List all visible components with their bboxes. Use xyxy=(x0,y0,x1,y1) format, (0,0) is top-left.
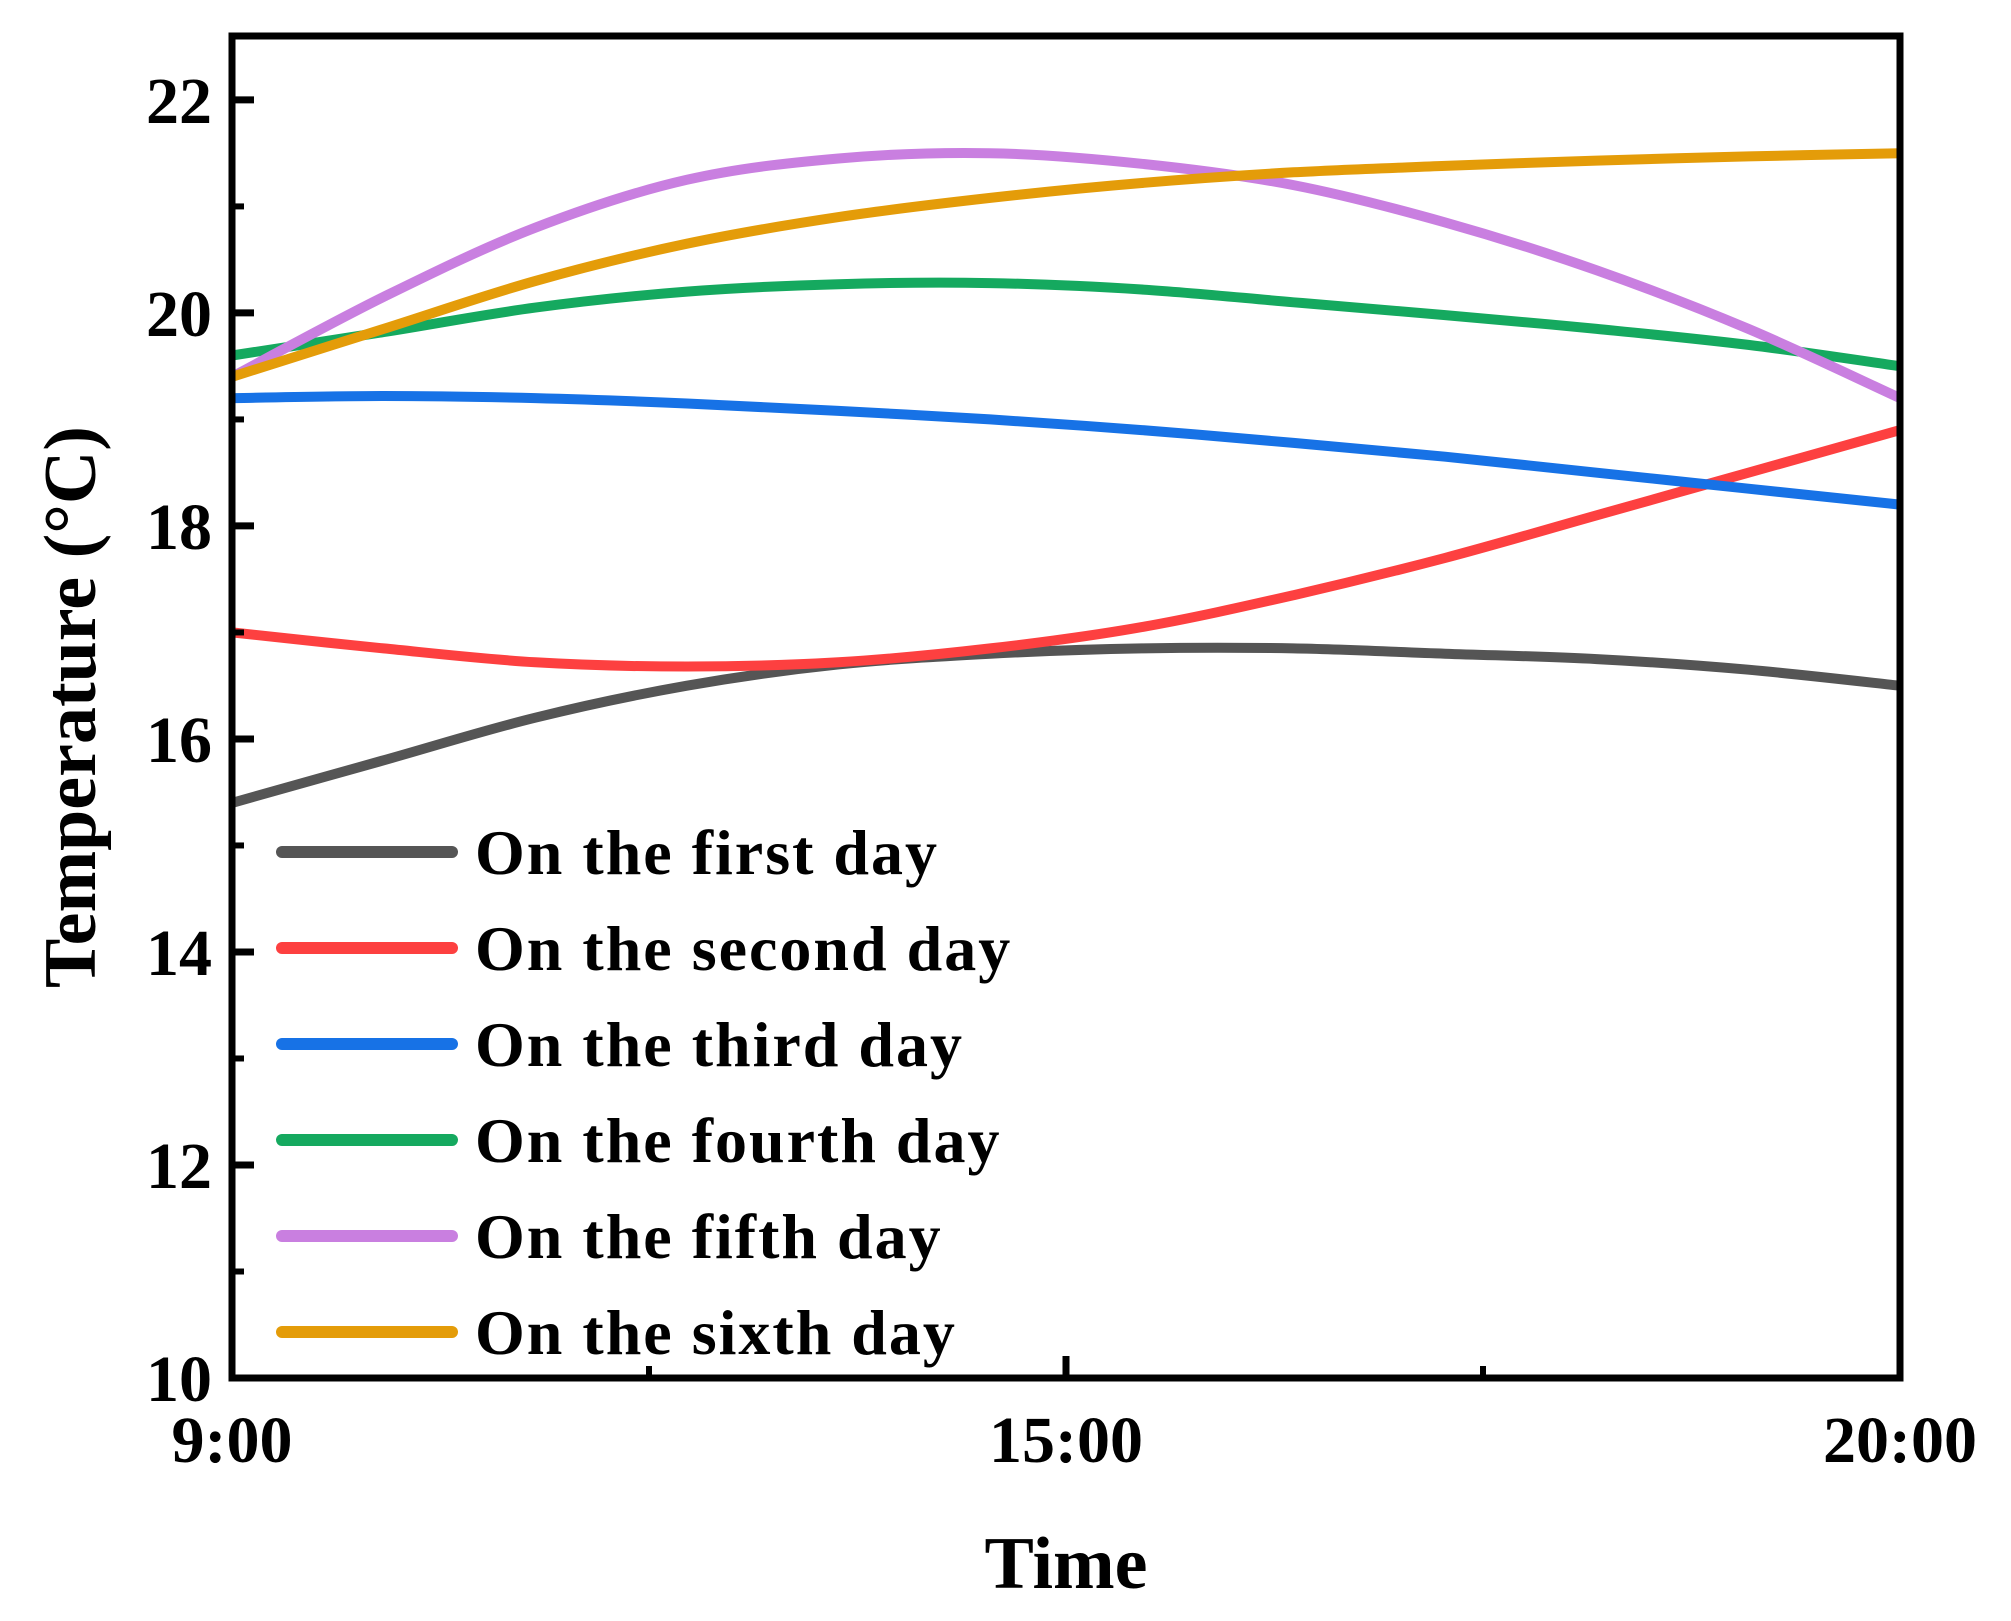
y-tick-label: 12 xyxy=(146,1130,212,1203)
y-tick-label: 20 xyxy=(146,278,212,351)
y-tick-label: 22 xyxy=(146,65,212,138)
legend-label-1: On the first day xyxy=(475,817,939,888)
series-line-4 xyxy=(231,277,1901,372)
legend-label-5: On the fifth day xyxy=(475,1201,943,1272)
x-axis-title: Time xyxy=(984,1523,1147,1605)
series-line-3 xyxy=(231,391,1901,510)
series-line-5 xyxy=(229,147,1903,403)
series-line-1 xyxy=(230,642,1901,808)
legend-label-3: On the third day xyxy=(475,1009,964,1080)
series-layer xyxy=(229,147,1903,808)
plot-frame xyxy=(228,32,1904,1382)
series-line-6 xyxy=(230,148,1901,382)
legend-label-4: On the fourth day xyxy=(475,1105,1002,1176)
y-axis-title: Temperature (°C) xyxy=(30,426,112,988)
y-tick-label: 10 xyxy=(146,1343,212,1416)
x-tick-label: 15:00 xyxy=(989,1404,1143,1477)
series-line-2 xyxy=(231,425,1902,672)
y-tick-label: 18 xyxy=(146,491,212,564)
x-tick-label: 9:00 xyxy=(172,1404,293,1477)
y-tick-label: 14 xyxy=(146,917,212,990)
legend: On the first day On the second day On the … xyxy=(276,817,1012,1368)
y-tick-label: 16 xyxy=(146,704,212,777)
tick-layer: 10 12 14 16 18 20 22 9:00 15:00 20:00 xyxy=(146,65,1977,1477)
legend-label-2: On the second day xyxy=(475,913,1012,984)
legend-label-6: On the sixth day xyxy=(475,1297,957,1368)
x-tick-label: 20:00 xyxy=(1823,1404,1977,1477)
